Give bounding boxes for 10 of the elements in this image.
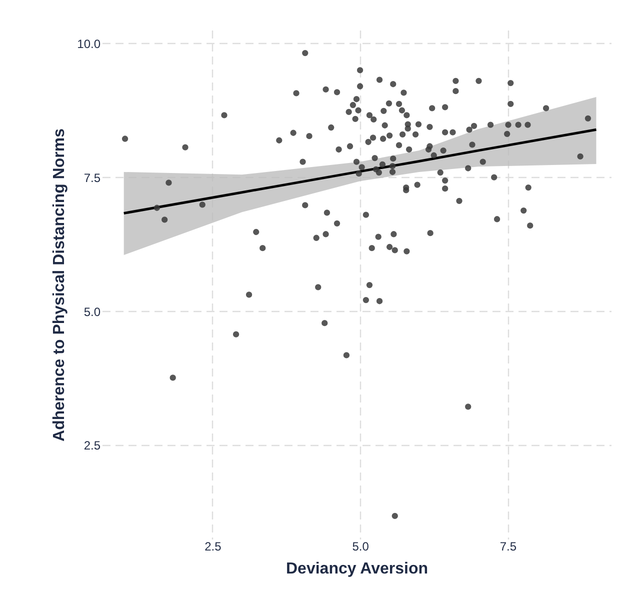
x-tick-label: 2.5: [204, 540, 222, 554]
x-tick-label: 5.0: [352, 540, 370, 554]
x-axis-title: Deviancy Aversion: [286, 560, 428, 578]
x-tick-label: 7.5: [500, 540, 517, 554]
y-axis-title: Adherence to Physical Distancing Norms: [51, 128, 68, 442]
y-tick-label: 5.0: [84, 304, 101, 319]
line-series: [122, 128, 598, 214]
y-tick-label: 7.5: [84, 170, 101, 185]
y-tick-label: 10.0: [77, 36, 101, 51]
y-tick-label: 2.5: [84, 438, 101, 453]
